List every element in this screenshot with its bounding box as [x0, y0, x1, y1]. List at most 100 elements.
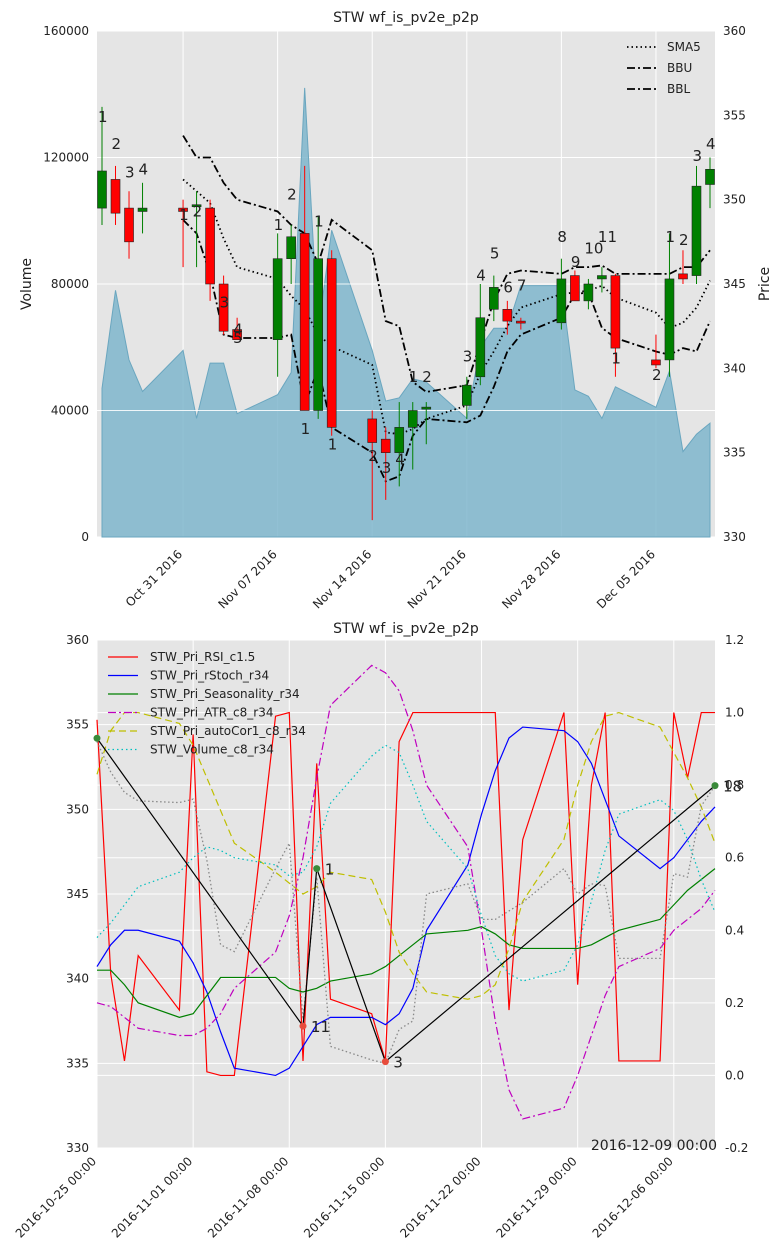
candle-label: 1 — [314, 213, 324, 231]
candle-label: 4 — [139, 160, 149, 178]
price-dotted-line — [96, 741, 716, 1065]
candle-label: 3 — [220, 294, 230, 312]
candle — [489, 275, 499, 322]
bottom-legend: STW_Pri_RSI_c1.5 STW_Pri_rStoch_r34 STW_Pr… — [108, 650, 306, 757]
candle-body — [272, 258, 283, 340]
candle — [570, 270, 580, 302]
y-left-tick-label: 330 — [66, 1141, 89, 1155]
candle — [232, 317, 242, 340]
candle-label: 9 — [571, 253, 581, 271]
candle — [124, 191, 134, 259]
candle-body — [691, 185, 702, 276]
y-left-tick-label: 350 — [66, 802, 89, 816]
candle — [407, 402, 418, 470]
candle — [286, 224, 296, 284]
y-right-tick-label: 0.0 — [725, 1068, 744, 1082]
top-ylabel-right: Price — [757, 267, 773, 301]
candle-label: 1 — [665, 228, 675, 246]
candle-body — [489, 287, 499, 310]
x-tick-label: Dec 05 2016 — [594, 547, 658, 611]
candle-body — [610, 275, 621, 349]
legend-label: STW_Pri_Seasonality_r34 — [150, 687, 300, 701]
y-right-tick-label: 350 — [723, 193, 746, 207]
candle-body — [651, 359, 661, 366]
candle-body — [124, 207, 134, 243]
candle — [299, 165, 310, 411]
candle — [597, 267, 607, 293]
candle-label: 2 — [287, 186, 297, 204]
y-left-tick-label: 360 — [66, 633, 89, 647]
x-tick-label: Nov 28 2016 — [499, 547, 563, 611]
candle — [583, 278, 594, 310]
candle — [678, 250, 688, 284]
candle-label: 3 — [463, 348, 473, 366]
y-right-tick-label: -0.2 — [725, 1141, 748, 1155]
candle — [367, 410, 378, 521]
y-right-tick-label: 1.0 — [725, 706, 744, 720]
x-tick-label: Oct 31 2016 — [123, 547, 185, 609]
candle — [691, 165, 702, 284]
x-tick-label: 2016-12-06 00:00 — [590, 1154, 676, 1240]
candle-label: 7 — [517, 277, 527, 295]
legend-label: BBL — [667, 82, 690, 96]
candlesticks — [97, 106, 715, 521]
candle-label: 1 — [409, 368, 419, 386]
candle-label: 2 — [652, 366, 662, 384]
zigzag-point — [299, 1022, 307, 1030]
candle — [178, 199, 188, 268]
candle-label: 5 — [233, 329, 243, 347]
y-right-tick-label: 1.2 — [725, 633, 744, 647]
candle-label: 1 — [98, 108, 108, 126]
candle — [516, 317, 526, 330]
y-left-tick-label: 80000 — [51, 277, 89, 291]
candle-body — [218, 283, 229, 332]
bbu-line — [182, 135, 711, 393]
candle-label: 2 — [679, 231, 689, 249]
candle-body — [137, 207, 148, 212]
y-left-tick-label: 335 — [66, 1056, 89, 1070]
candle — [272, 233, 283, 377]
candle — [313, 216, 323, 419]
y-left-tick-label: 345 — [66, 887, 89, 901]
series-line — [96, 726, 716, 1077]
candle — [610, 273, 621, 377]
x-tick-label: Nov 14 2016 — [310, 547, 374, 611]
x-tick-label: 2016-11-01 00:00 — [109, 1154, 195, 1240]
zigzag-label: 3 — [393, 1054, 403, 1072]
x-tick-label: 2016-10-25 00:00 — [13, 1154, 99, 1240]
y-left-tick-label: 340 — [66, 972, 89, 986]
zigzag-point — [93, 734, 101, 742]
series-line — [97, 868, 716, 1018]
series-line — [96, 711, 715, 1077]
bottom-chart-title: STW wf_is_pv2e_p2p — [333, 621, 479, 637]
candle-label: 1 — [274, 216, 284, 234]
candle-body — [502, 308, 513, 322]
y-left-tick-label: 0 — [81, 530, 89, 544]
y-left-tick-label: 355 — [66, 718, 89, 732]
candle-label: 1 — [301, 420, 311, 438]
price-line — [96, 741, 716, 1065]
candle-label: 2 — [422, 368, 432, 386]
indicator-series — [96, 664, 716, 1120]
candle-body — [286, 236, 296, 259]
legend-label: STW_Pri_rStoch_r34 — [150, 669, 269, 683]
candle-label: 1 — [328, 435, 338, 453]
y-right-tick-label: 340 — [723, 361, 746, 375]
legend-label: STW_Pri_ATR_c8_r34 — [150, 706, 274, 720]
candle-body — [191, 204, 202, 208]
candle-label: 3 — [125, 164, 135, 182]
zigzag-point — [381, 1058, 389, 1066]
zigzag-label: 11 — [311, 1018, 330, 1036]
candle-body — [597, 275, 607, 280]
y-right-tick-label: 345 — [723, 277, 746, 291]
legend-label: STW_Pri_autoCor1_c8_r34 — [150, 724, 306, 738]
candle-body — [299, 233, 310, 411]
y-left-tick-label: 120000 — [43, 151, 89, 165]
candle — [137, 182, 148, 234]
candle — [502, 300, 513, 335]
candle-body — [583, 283, 594, 302]
candle-label: 1 — [179, 206, 189, 224]
candle-body — [421, 406, 432, 410]
